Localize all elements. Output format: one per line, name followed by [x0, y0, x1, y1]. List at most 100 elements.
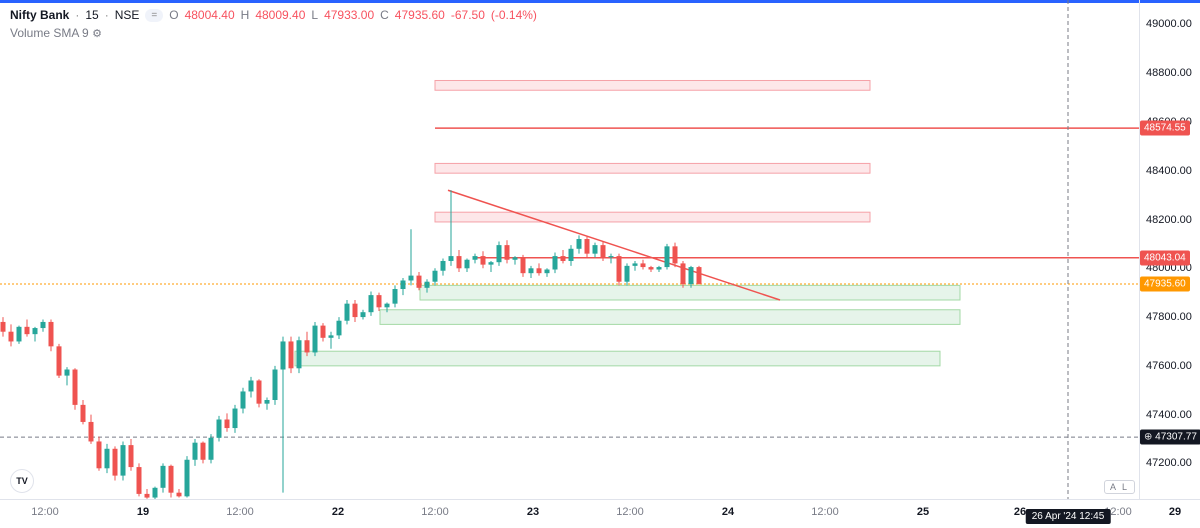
candle[interactable]: [41, 322, 46, 328]
candle[interactable]: [417, 276, 422, 288]
candle[interactable]: [225, 420, 230, 429]
candle[interactable]: [321, 326, 326, 338]
candle[interactable]: [393, 289, 398, 304]
candle[interactable]: [617, 256, 622, 282]
candle[interactable]: [137, 467, 142, 494]
candle[interactable]: [273, 370, 278, 400]
candle[interactable]: [569, 249, 574, 261]
candle[interactable]: [473, 256, 478, 260]
candle[interactable]: [545, 270, 550, 274]
candle[interactable]: [361, 312, 366, 317]
zone-box[interactable]: [295, 351, 940, 366]
candle[interactable]: [425, 282, 430, 288]
auto-log-badge[interactable]: A L: [1104, 480, 1135, 494]
candle[interactable]: [17, 327, 22, 342]
candle[interactable]: [249, 380, 254, 391]
candle[interactable]: [585, 239, 590, 254]
candle[interactable]: [681, 263, 686, 284]
candle[interactable]: [649, 267, 654, 269]
candle[interactable]: [505, 245, 510, 260]
candle[interactable]: [521, 257, 526, 273]
candle[interactable]: [161, 466, 166, 488]
candle[interactable]: [465, 260, 470, 269]
candle[interactable]: [689, 267, 694, 284]
candle[interactable]: [313, 326, 318, 353]
candle[interactable]: [97, 441, 102, 468]
candle[interactable]: [609, 256, 614, 257]
candle[interactable]: [305, 340, 310, 352]
price-tag[interactable]: 48043.04: [1140, 250, 1190, 265]
candle[interactable]: [513, 257, 518, 259]
candle[interactable]: [529, 268, 534, 273]
candle[interactable]: [169, 466, 174, 493]
candle[interactable]: [81, 405, 86, 422]
candle[interactable]: [297, 340, 302, 368]
candle[interactable]: [121, 445, 126, 475]
candle[interactable]: [1, 322, 6, 332]
candle[interactable]: [73, 370, 78, 405]
tradingview-logo[interactable]: TV: [10, 469, 34, 493]
candle[interactable]: [193, 443, 198, 460]
candle[interactable]: [489, 262, 494, 264]
candle[interactable]: [89, 422, 94, 442]
candle[interactable]: [345, 304, 350, 321]
candle[interactable]: [233, 409, 238, 429]
candle[interactable]: [441, 261, 446, 271]
candle[interactable]: [601, 245, 606, 257]
candle[interactable]: [401, 280, 406, 289]
candle[interactable]: [201, 443, 206, 460]
candle[interactable]: [113, 449, 118, 476]
candle[interactable]: [449, 256, 454, 261]
candle[interactable]: [145, 494, 150, 498]
candle[interactable]: [433, 271, 438, 282]
candle[interactable]: [129, 445, 134, 467]
candle[interactable]: [377, 295, 382, 307]
candle[interactable]: [497, 245, 502, 262]
candle[interactable]: [561, 256, 566, 261]
candle[interactable]: [657, 267, 662, 269]
zone-box[interactable]: [435, 212, 870, 222]
candle[interactable]: [209, 438, 214, 460]
candle[interactable]: [673, 246, 678, 263]
candle[interactable]: [9, 332, 14, 342]
candle[interactable]: [281, 341, 286, 369]
candle[interactable]: [289, 341, 294, 368]
candle[interactable]: [57, 346, 62, 375]
candle[interactable]: [697, 267, 702, 284]
price-tag[interactable]: 47935.60: [1140, 277, 1190, 292]
candle[interactable]: [217, 420, 222, 438]
candle[interactable]: [265, 400, 270, 404]
candle[interactable]: [641, 263, 646, 267]
candle[interactable]: [385, 304, 390, 308]
candle[interactable]: [337, 321, 342, 336]
x-axis[interactable]: 12:001912:002212:002312:002412:00252612:…: [0, 499, 1200, 528]
zone-box[interactable]: [435, 163, 870, 173]
candle[interactable]: [625, 266, 630, 282]
candle[interactable]: [329, 335, 334, 337]
candle[interactable]: [25, 327, 30, 334]
candle[interactable]: [353, 304, 358, 317]
zone-box[interactable]: [435, 80, 870, 90]
candle[interactable]: [49, 322, 54, 346]
price-tag[interactable]: 48574.55: [1140, 121, 1190, 136]
candle[interactable]: [65, 370, 70, 376]
candle[interactable]: [481, 256, 486, 265]
candle[interactable]: [537, 268, 542, 273]
candle[interactable]: [185, 460, 190, 497]
price-chart[interactable]: [0, 0, 1140, 500]
candle[interactable]: [33, 328, 38, 334]
zone-box[interactable]: [380, 310, 960, 325]
candle[interactable]: [633, 263, 638, 265]
candle[interactable]: [665, 246, 670, 267]
candle[interactable]: [241, 391, 246, 408]
candle[interactable]: [257, 380, 262, 403]
candle[interactable]: [153, 488, 158, 498]
candle[interactable]: [409, 276, 414, 281]
candle[interactable]: [177, 493, 182, 497]
candle[interactable]: [577, 239, 582, 249]
candle[interactable]: [105, 449, 110, 469]
candle[interactable]: [369, 295, 374, 312]
candle[interactable]: [457, 256, 462, 268]
y-axis[interactable]: 47200.0047400.0047600.0047800.0048000.00…: [1139, 0, 1200, 500]
zone-box[interactable]: [420, 285, 960, 300]
